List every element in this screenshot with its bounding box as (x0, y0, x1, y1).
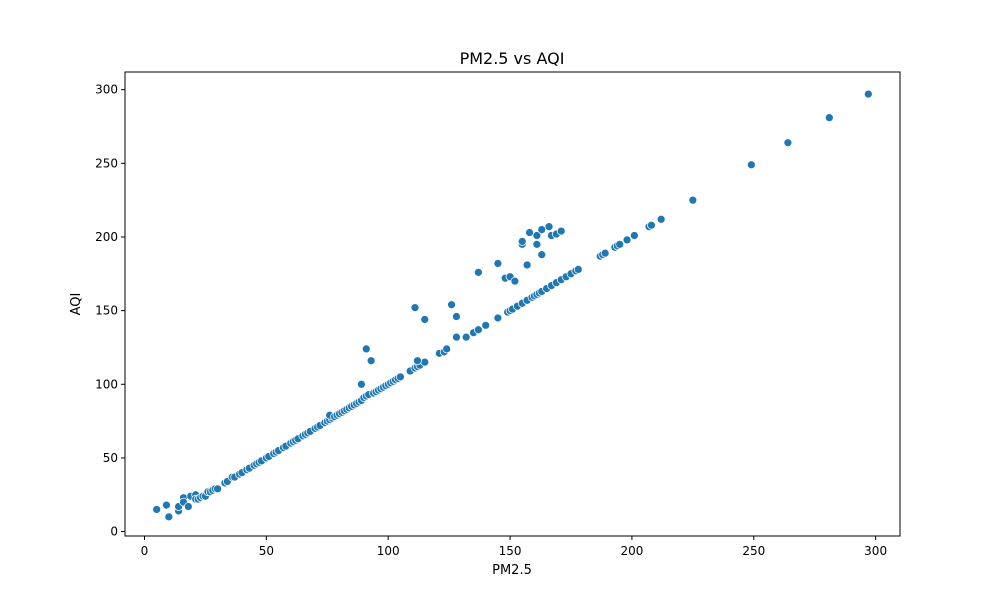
y-axis-label: AQI (69, 293, 84, 316)
y-tick-label: 100 (95, 377, 118, 391)
data-point-0 (152, 505, 162, 514)
data-point-152 (544, 222, 554, 232)
x-tick-label: 50 (259, 544, 274, 558)
y-axis-ticks: 0 50 100 150 200 250 300 (95, 83, 125, 539)
data-point-132 (361, 344, 371, 354)
data-point-120 (615, 239, 625, 249)
data-point-151 (537, 225, 547, 234)
data-point-136 (420, 315, 430, 324)
data-point-143 (510, 276, 520, 286)
x-tick-label: 0 (141, 544, 149, 558)
data-point-90 (452, 332, 461, 342)
x-tick-label: 150 (499, 544, 522, 558)
data-point-133 (366, 356, 376, 366)
data-point-2 (164, 512, 174, 522)
y-tick-label: 50 (103, 451, 118, 465)
data-point-124 (647, 220, 656, 230)
data-point-150 (537, 250, 547, 260)
x-tick-label: 300 (864, 544, 887, 558)
y-tick-label: 200 (95, 230, 118, 244)
data-point-139 (474, 267, 483, 277)
data-point-86 (420, 357, 430, 367)
data-point-129 (824, 113, 834, 123)
x-tick-label: 100 (377, 544, 400, 558)
data-point-130 (863, 89, 873, 99)
data-point-7 (183, 502, 193, 511)
data-point-81 (396, 372, 405, 382)
x-tick-label: 200 (620, 544, 643, 558)
y-tick-label: 0 (110, 525, 118, 539)
data-point-146 (522, 260, 532, 270)
data-point-145 (517, 237, 527, 246)
chart-title: PM2.5 vs AQI (460, 49, 565, 68)
data-points (152, 89, 873, 522)
data-point-126 (688, 195, 698, 205)
data-point-149 (532, 231, 542, 240)
x-tick-label: 250 (742, 544, 765, 558)
data-point-95 (493, 313, 503, 323)
data-point-140 (493, 259, 503, 268)
data-point-127 (746, 160, 756, 170)
y-tick-label: 250 (95, 156, 118, 170)
data-point-147 (525, 228, 534, 237)
data-point-134 (410, 303, 420, 313)
plot-frame (124, 71, 901, 537)
data-point-89 (442, 344, 452, 354)
data-point-148 (532, 239, 542, 249)
data-point-19 (213, 484, 222, 494)
data-point-128 (783, 138, 793, 148)
data-point-114 (573, 265, 583, 274)
data-point-155 (556, 226, 566, 236)
data-point-131 (357, 379, 366, 389)
data-point-137 (447, 300, 456, 310)
data-point-122 (629, 231, 639, 240)
x-axis-ticks: 0 50 100 150 200 250 300 (141, 536, 887, 558)
data-point-135 (413, 356, 422, 366)
y-tick-label: 300 (95, 83, 118, 97)
data-point-93 (474, 325, 483, 335)
data-point-94 (481, 320, 491, 330)
data-point-1 (162, 500, 171, 510)
data-point-121 (622, 235, 632, 245)
data-point-117 (600, 248, 610, 258)
data-point-138 (452, 312, 461, 321)
x-axis-label: PM2.5 (492, 563, 532, 578)
data-point-91 (461, 332, 471, 342)
y-tick-label: 150 (95, 304, 118, 318)
data-point-125 (656, 214, 666, 224)
